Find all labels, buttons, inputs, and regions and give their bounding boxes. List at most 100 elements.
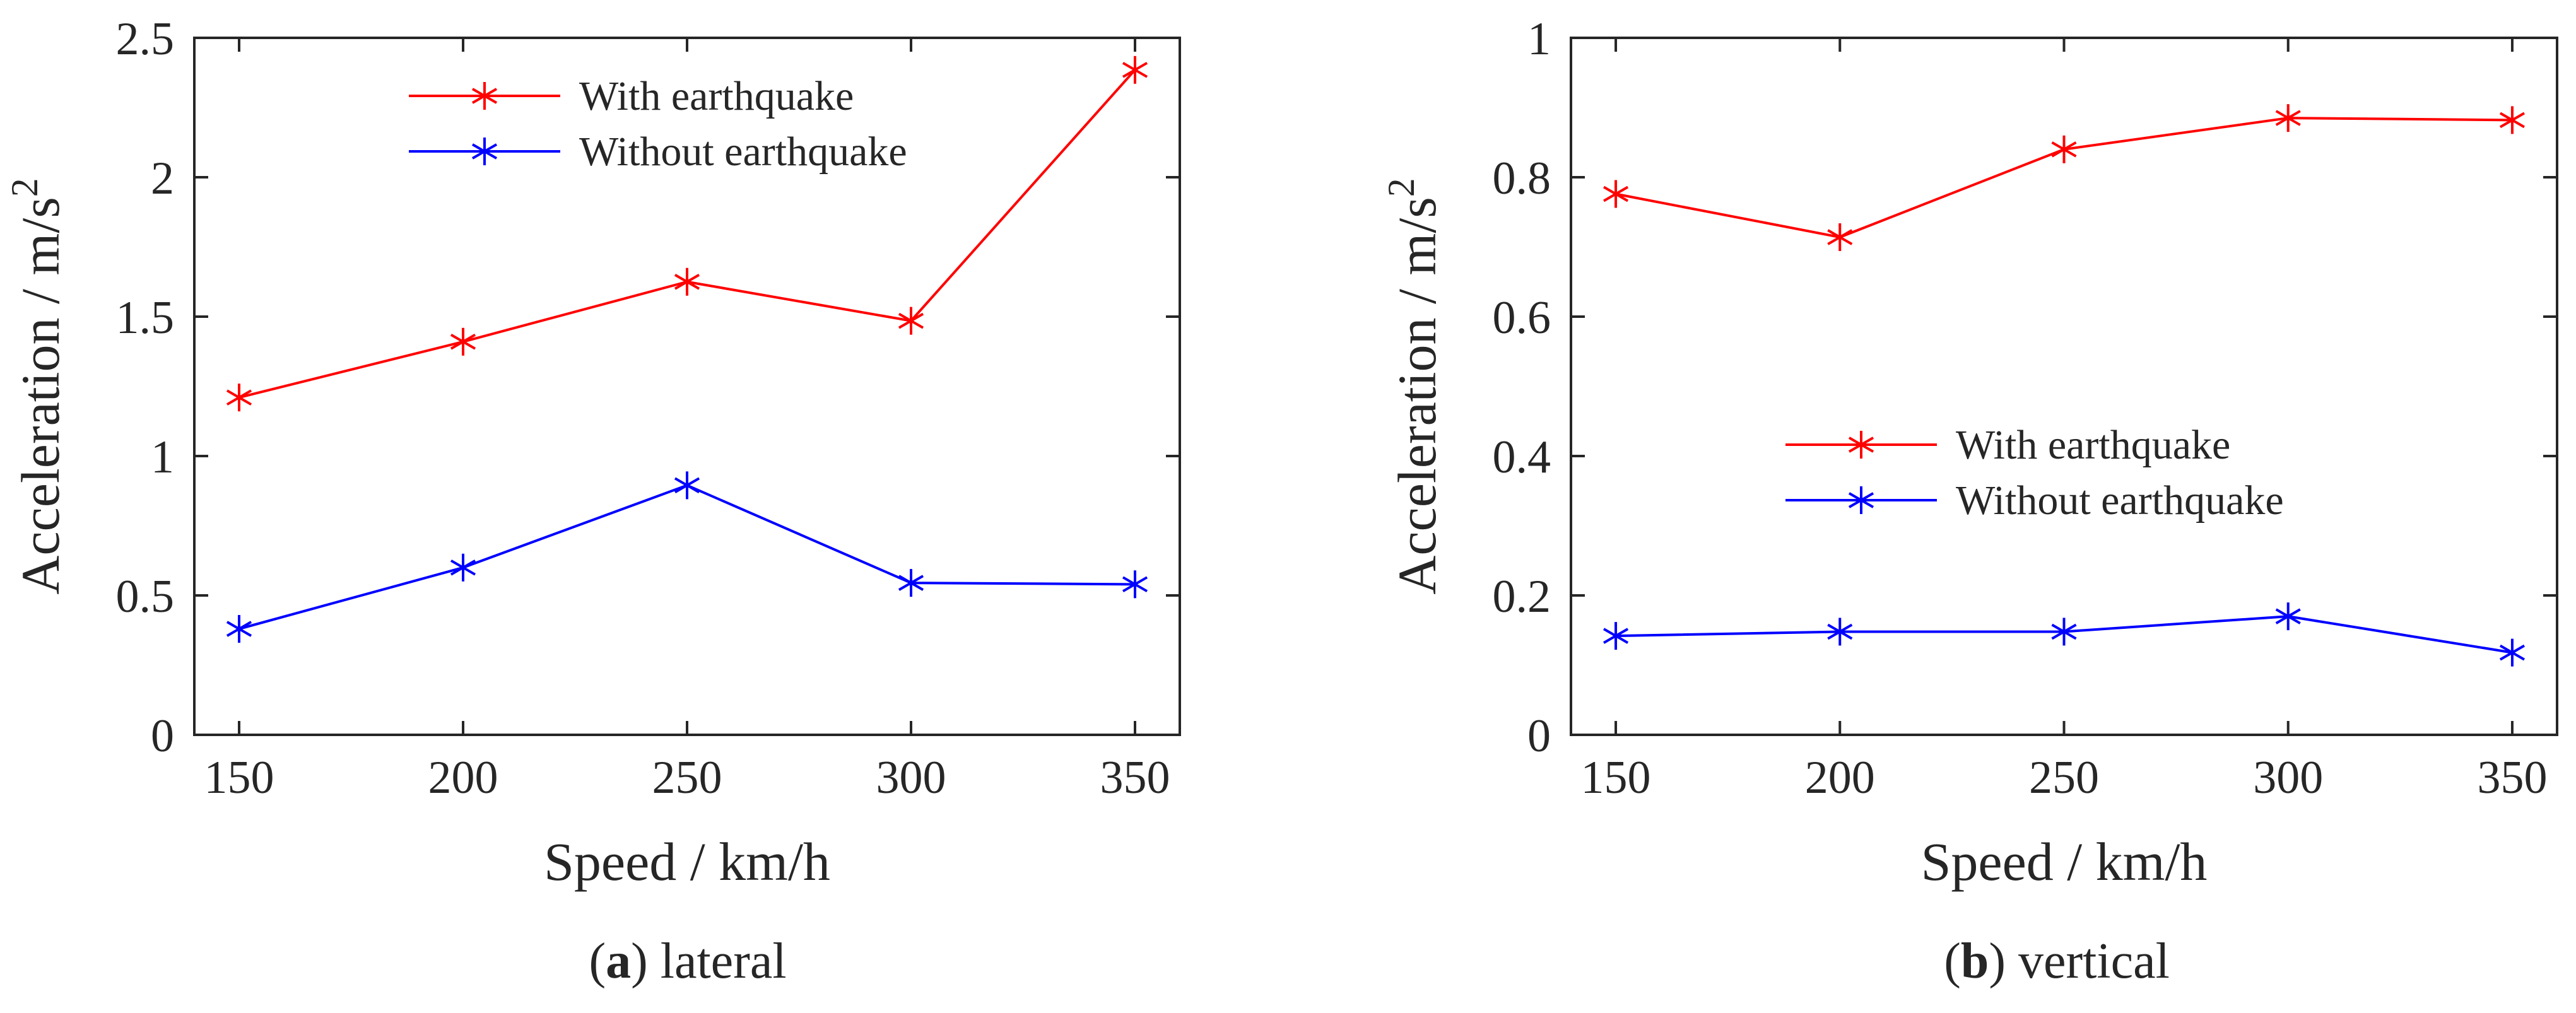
x-tick-label: 250 [2029,752,2099,804]
legend: With earthquake Without earthquake [1785,422,2284,524]
marker-stroke [1122,576,1148,593]
marker-stroke [1848,492,1874,508]
legend-item: With earthquake [409,73,854,119]
marker-stroke [2051,623,2077,640]
marker-stroke [471,143,498,160]
marker-stroke [2275,110,2301,126]
data-point [2499,638,2526,667]
data-point [2275,602,2301,631]
legend-label: With earthquake [579,73,854,119]
x-axis-label: Speed / km/h [544,831,830,892]
marker-stroke [1603,185,1629,202]
y-axis-label-main: Acceleration / m/s [1387,197,1447,594]
y-tick-label: 0.4 [1493,431,1551,483]
marker-stroke [2275,608,2301,624]
series-with-earthquake [226,56,1148,412]
legend-item: Without earthquake [409,129,907,175]
marker-stroke [450,559,476,576]
legend-marker [471,138,498,165]
marker-stroke [898,575,924,591]
x-tick-label: 250 [652,752,722,804]
series-without-earthquake [1603,602,2526,667]
caption-text: vertical [2006,934,2170,989]
y-tick-label: 1 [1527,13,1551,65]
x-tick-label: 350 [1100,752,1170,804]
data-point [898,307,924,335]
x-tick-label: 150 [204,752,274,804]
legend-item: With earthquake [1785,422,2230,468]
caption-paren-open: ( [589,934,606,989]
legend-item: Without earthquake [1785,477,2284,524]
caption-text: lateral [648,934,787,989]
data-point [1122,56,1148,84]
data-point [1603,180,1629,208]
marker-stroke [2499,644,2526,661]
caption-paren-close: ) [631,934,648,989]
marker-stroke [1122,62,1148,78]
caption-letter: a [606,934,631,989]
data-point [1603,622,1629,650]
y-tick-label: 0.6 [1493,292,1551,344]
legend-label: Without earthquake [579,129,907,175]
y-tick-label: 0.8 [1493,153,1551,204]
chart-vertical: 150 200 250 300 350 0 0.2 0.4 0.6 0.8 1 Speed / km/… [1380,13,2558,989]
marker-stroke [1848,436,1874,453]
marker-stroke [226,621,252,637]
data-point [1827,223,1853,252]
legend-marker [1848,486,1874,514]
marker-stroke [2499,112,2526,129]
panel-caption: (a) lateral [589,934,786,989]
marker-stroke [1827,229,1853,245]
data-point [450,327,476,356]
marker-stroke [674,274,700,290]
legend: With earthquake Without earthquake [409,73,907,175]
y-tick-label: 0 [151,710,174,762]
marker-stroke [898,312,924,329]
data-point [898,569,924,597]
x-axis-label: Speed / km/h [1921,831,2208,892]
x-tick-label: 150 [1581,752,1651,804]
data-point [2051,618,2077,646]
data-point [674,267,700,296]
data-point [2275,104,2301,132]
y-tick-label: 0 [1527,710,1551,762]
data-point [1827,618,1853,646]
x-tick-label: 300 [876,752,946,804]
marker-stroke [226,389,252,406]
y-tick-label: 1.5 [116,292,175,344]
data-point [2499,106,2526,134]
x-tick-label: 200 [428,752,498,804]
data-point [1122,570,1148,599]
marker-stroke [450,334,476,350]
legend-marker [1848,431,1874,459]
chart-lateral: 150 200 250 300 350 0 0.5 1 1.5 2 2.5 Speed / km/h A… [4,13,1181,989]
y-tick-label: 2 [151,153,174,204]
y-tick-label: 1 [151,431,174,483]
data-point [674,471,700,500]
y-axis-label-superscript: 2 [1380,178,1422,197]
marker-stroke [1603,628,1629,644]
caption-letter: b [1961,934,1989,989]
marker-stroke [471,88,498,104]
panel-caption: (b) vertical [1944,934,2170,989]
x-tick-label: 300 [2253,752,2323,804]
caption-paren-open: ( [1944,934,1961,989]
y-axis-label: Acceleration / m/s2 [1380,178,1447,594]
x-tick-label: 200 [1805,752,1875,804]
x-tick-label: 350 [2477,752,2547,804]
legend-label: Without earthquake [1956,477,2284,524]
marker-stroke [1827,623,1853,640]
series-without-earthquake [226,471,1148,643]
y-tick-label: 0.5 [116,571,175,623]
series-with-earthquake [1603,104,2526,252]
legend-label: With earthquake [1956,422,2230,468]
y-axis-label: Acceleration / m/s2 [4,178,71,594]
y-axis-label-main: Acceleration / m/s [10,197,71,594]
marker-stroke [674,477,700,494]
data-point [226,615,252,643]
legend-marker [471,82,498,110]
y-axis-label-superscript: 2 [4,178,45,197]
marker-stroke [2051,141,2077,158]
caption-paren-close: ) [1989,934,2006,989]
